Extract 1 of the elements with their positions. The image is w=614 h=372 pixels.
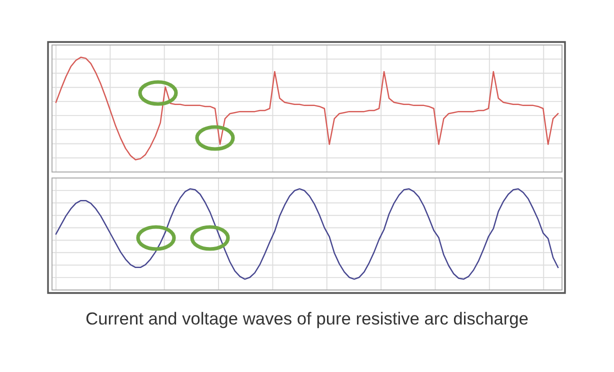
text: Current and voltage waves of pure resistive arc discharge [86, 312, 528, 328]
